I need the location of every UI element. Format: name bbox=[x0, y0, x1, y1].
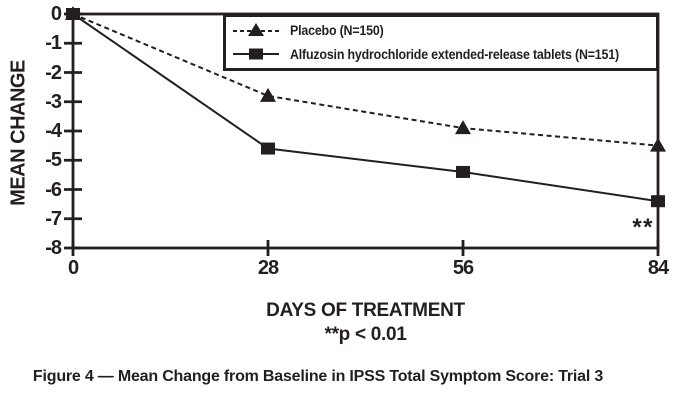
square-marker bbox=[66, 8, 80, 20]
x-axis-title: DAYS OF TREATMENT bbox=[266, 300, 465, 321]
square-marker bbox=[261, 142, 275, 155]
series-line-triangle bbox=[72, 13, 659, 147]
legend: Placebo (N=150) Alfuzosin hydrochloride … bbox=[223, 14, 659, 71]
significance-stars: ** bbox=[632, 213, 654, 241]
figure-caption: Figure 4 — Mean Change from Baseline in … bbox=[32, 368, 604, 385]
solid-line-square-marker-icon bbox=[233, 48, 279, 60]
legend-item-placebo: Placebo (N=150) bbox=[233, 21, 656, 41]
dashed-line-triangle-marker-icon bbox=[233, 22, 279, 36]
triangle-marker bbox=[650, 137, 666, 152]
legend-label-placebo: Placebo (N=150) bbox=[290, 23, 384, 39]
triangle-marker bbox=[260, 87, 276, 102]
legend-label-alfuzosin: Alfuzosin hydrochloride extended-release… bbox=[290, 46, 619, 62]
y-axis-title-text: MEAN CHANGE bbox=[7, 60, 30, 206]
square-marker bbox=[456, 165, 470, 178]
p-value-note: **p < 0.01 bbox=[324, 324, 407, 345]
legend-item-alfuzosin: Alfuzosin hydrochloride extended-release… bbox=[233, 44, 656, 64]
square-marker bbox=[651, 195, 665, 208]
triangle-marker bbox=[455, 120, 471, 135]
series-line-square bbox=[72, 13, 659, 203]
